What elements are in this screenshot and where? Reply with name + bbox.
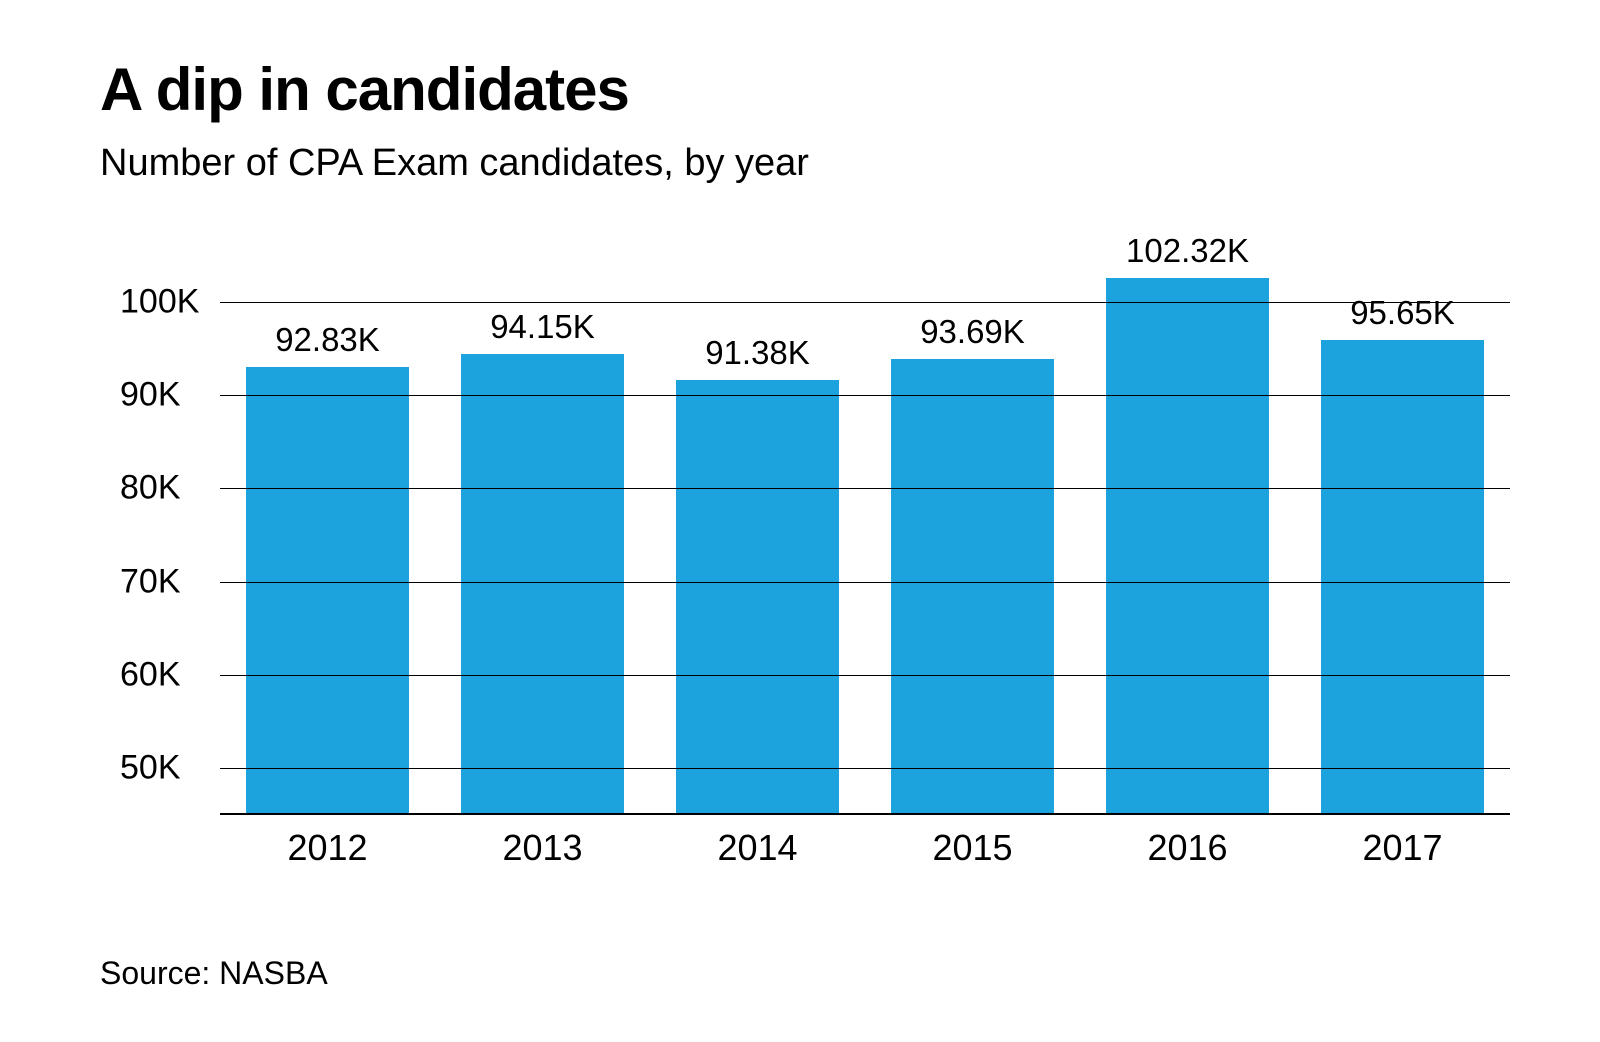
bar-value-label: 92.83K	[275, 321, 380, 359]
bar	[1321, 340, 1484, 813]
gridline	[220, 488, 1510, 489]
bar-value-label: 93.69K	[920, 313, 1025, 351]
bar-group: 93.69K	[865, 359, 1080, 813]
chart-area: 92.83K94.15K91.38K93.69K102.32K95.65K 20…	[100, 255, 1530, 875]
y-tick-label: 70K	[120, 562, 230, 601]
gridline	[220, 675, 1510, 676]
y-tick-label: 80K	[120, 469, 230, 508]
bar-group: 102.32K	[1080, 278, 1295, 813]
bar-value-label: 94.15K	[490, 308, 595, 346]
plot-area: 92.83K94.15K91.38K93.69K102.32K95.65K	[220, 255, 1510, 815]
bar-group: 95.65K	[1295, 340, 1510, 813]
y-tick-label: 100K	[120, 282, 230, 321]
x-axis: 201220132014201520162017	[220, 815, 1510, 869]
bar	[246, 367, 409, 813]
bar	[461, 354, 624, 813]
chart-source: Source: NASBA	[100, 955, 1530, 992]
x-tick-label: 2013	[435, 815, 650, 869]
gridline	[220, 395, 1510, 396]
bar	[676, 380, 839, 813]
chart-container: A dip in candidates Number of CPA Exam c…	[100, 55, 1530, 992]
y-tick-label: 60K	[120, 656, 230, 695]
x-tick-label: 2014	[650, 815, 865, 869]
x-tick-label: 2017	[1295, 815, 1510, 869]
y-tick-label: 90K	[120, 376, 230, 415]
chart-title: A dip in candidates	[100, 55, 1530, 124]
y-tick-label: 50K	[120, 749, 230, 788]
gridline	[220, 302, 1510, 303]
x-tick-label: 2015	[865, 815, 1080, 869]
bars-container: 92.83K94.15K91.38K93.69K102.32K95.65K	[220, 255, 1510, 813]
bar-group: 91.38K	[650, 380, 865, 813]
bar-group: 92.83K	[220, 367, 435, 813]
gridline	[220, 582, 1510, 583]
gridline	[220, 768, 1510, 769]
bar-group: 94.15K	[435, 354, 650, 813]
x-tick-label: 2016	[1080, 815, 1295, 869]
bar	[891, 359, 1054, 813]
chart-subtitle: Number of CPA Exam candidates, by year	[100, 142, 1530, 185]
bar	[1106, 278, 1269, 813]
x-tick-label: 2012	[220, 815, 435, 869]
bar-value-label: 95.65K	[1350, 294, 1455, 332]
bar-value-label: 91.38K	[705, 334, 810, 372]
bar-value-label: 102.32K	[1126, 232, 1249, 270]
